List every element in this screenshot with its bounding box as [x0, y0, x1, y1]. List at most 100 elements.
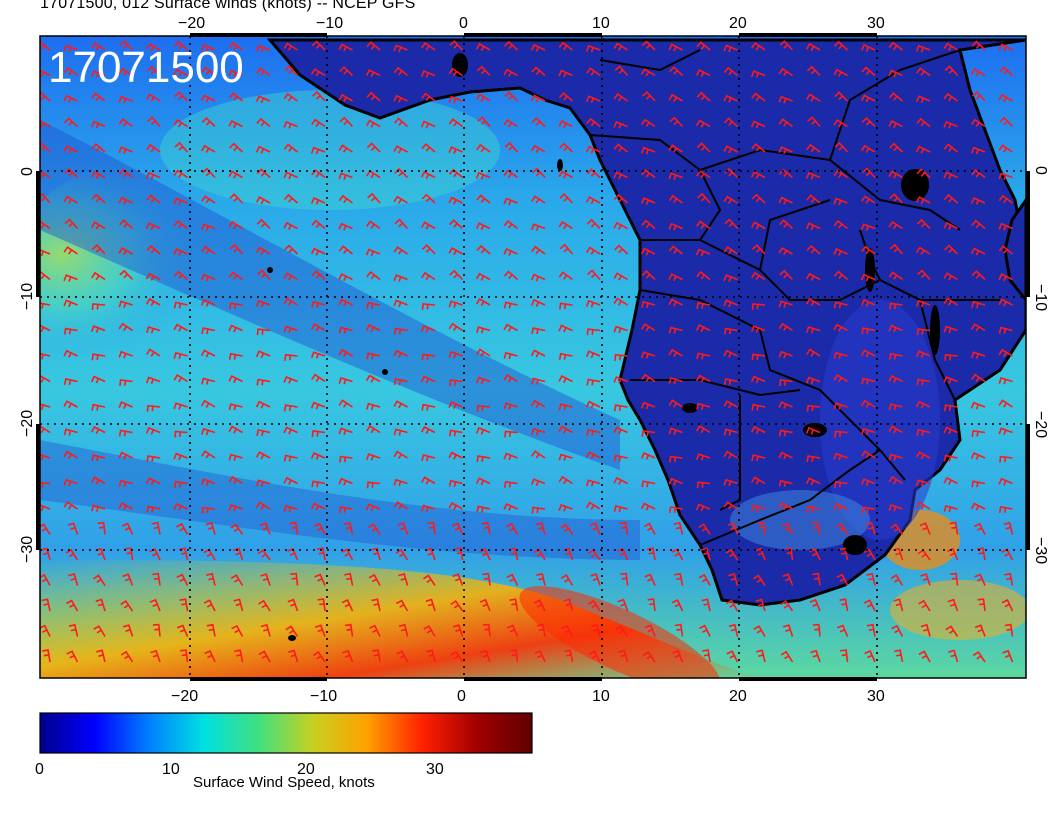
wind-barb	[479, 548, 491, 561]
wind-barb	[393, 349, 408, 358]
wind-barb	[947, 547, 959, 561]
wind-barb	[947, 598, 959, 612]
wind-barb	[888, 220, 903, 230]
wind-barb	[255, 299, 271, 308]
wind-barb	[40, 142, 51, 153]
wind-barb	[482, 572, 491, 586]
wind-barb	[640, 502, 656, 511]
wind-barb	[998, 298, 1013, 307]
lon-tick-bottom: 10	[592, 688, 610, 705]
wind-barb	[255, 145, 271, 154]
wind-barb	[287, 598, 299, 612]
wind-barb	[780, 650, 794, 663]
wind-barb	[232, 547, 244, 561]
wind-barb	[833, 452, 848, 461]
wind-barb	[366, 481, 381, 489]
wind-barb	[506, 573, 519, 586]
wind-barb	[343, 521, 354, 535]
wind-barb	[338, 427, 353, 435]
wind-barb	[510, 649, 519, 663]
wind-barb	[836, 624, 849, 637]
wind-barb	[173, 197, 188, 206]
wind-barb	[977, 598, 986, 612]
wind-barb	[503, 373, 518, 383]
wind-barb	[943, 297, 958, 306]
wind-barb	[751, 244, 766, 255]
wind-barb	[888, 403, 903, 411]
wind-barb	[255, 196, 271, 205]
wind-barb	[866, 623, 876, 637]
wind-barb	[366, 270, 381, 281]
wind-barb	[40, 324, 51, 333]
wind-barb	[531, 195, 546, 204]
wind-barb	[503, 219, 518, 230]
wind-barb	[257, 549, 271, 561]
wind-barb	[63, 501, 78, 510]
wind-barb	[311, 480, 326, 488]
wind-barb	[66, 599, 79, 612]
wind-barb	[970, 146, 986, 155]
wind-barb	[152, 572, 161, 586]
wind-barb	[423, 625, 436, 637]
wind-barb	[943, 221, 958, 230]
wind-barb	[173, 219, 188, 230]
wind-barb	[668, 399, 683, 408]
wind-barb	[229, 142, 244, 153]
wind-barb	[122, 573, 134, 586]
wind-barb	[63, 274, 78, 282]
wind-barb	[558, 271, 573, 281]
wind-barb	[503, 323, 518, 332]
wind-barb	[943, 476, 958, 485]
wind-barb	[146, 143, 161, 153]
wind-barb	[864, 649, 876, 663]
wind-barb	[420, 221, 436, 230]
wind-barb	[805, 297, 821, 307]
wind-barb	[421, 303, 436, 310]
wind-barb	[781, 522, 794, 535]
wind-barb	[310, 247, 326, 256]
wind-barb	[40, 504, 51, 512]
wind-barb	[806, 404, 821, 412]
wind-barb	[397, 522, 409, 535]
wind-barb	[475, 297, 491, 307]
wind-barb	[283, 193, 299, 204]
wind-barb	[778, 196, 793, 205]
wind-barb	[917, 269, 931, 281]
wind-barb	[201, 245, 216, 255]
wind-barb	[531, 116, 546, 128]
wind-barb	[338, 222, 353, 231]
wind-barb	[311, 430, 326, 438]
wind-barb	[723, 195, 738, 204]
wind-barb	[750, 170, 766, 179]
wind-barb	[695, 374, 711, 383]
wind-barb	[812, 623, 821, 637]
wind-barb	[696, 402, 711, 411]
wind-barb	[230, 523, 244, 535]
wind-barb	[558, 453, 573, 461]
wind-barb	[40, 425, 51, 434]
wind-barb	[860, 94, 876, 103]
wind-barb	[342, 649, 354, 663]
wind-barb	[231, 624, 244, 637]
wind-barb	[613, 193, 629, 204]
wind-barb	[805, 477, 821, 486]
wind-barb	[146, 93, 161, 102]
wind-barb	[915, 451, 931, 460]
wind-barb	[174, 480, 188, 488]
wind-barb	[615, 625, 629, 637]
wind-barb	[395, 548, 409, 561]
wind-barb	[943, 120, 958, 129]
wind-barb	[394, 218, 409, 230]
wind-barb	[174, 430, 188, 438]
wind-barb	[396, 650, 409, 663]
wind-barb	[860, 144, 876, 154]
wind-barb	[809, 598, 821, 612]
colorbar-tick: 20	[297, 761, 315, 778]
wind-barb	[448, 67, 463, 77]
wind-barb	[228, 425, 243, 434]
wind-barb	[448, 168, 464, 179]
wind-barb	[255, 44, 271, 53]
wind-barb	[943, 42, 958, 51]
wind-barb	[834, 480, 848, 488]
wind-barb	[200, 298, 216, 307]
